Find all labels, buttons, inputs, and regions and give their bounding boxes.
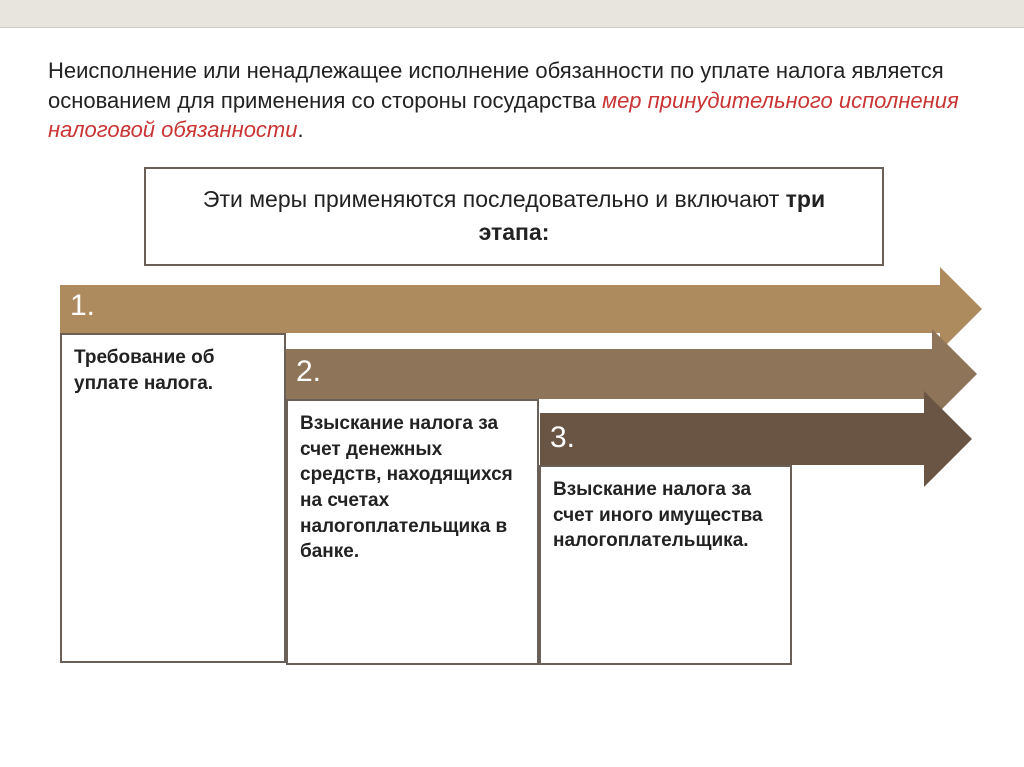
intro-trailing: . — [298, 117, 304, 142]
decorative-top-bar — [0, 0, 1024, 28]
summary-text: Эти меры применяются последовательно и в… — [203, 186, 786, 212]
summary-box: Эти меры применяются последовательно и в… — [144, 167, 884, 266]
step-box-2: Взыскание налога за счет денежных средст… — [286, 399, 539, 665]
step-number-1: 1. — [70, 289, 95, 323]
step-box-3: Взыскание налога за счет иного имущества… — [539, 465, 792, 665]
step-text-3: Взыскание налога за счет иного имущества… — [553, 479, 763, 551]
arrow-head-3 — [924, 391, 972, 487]
step-arrow-2: 2. — [286, 349, 932, 399]
step-number-2: 2. — [296, 355, 321, 389]
step-arrow-1: 1. — [60, 285, 940, 333]
intro-paragraph: Неисполнение или ненадлежащее исполнение… — [48, 56, 976, 145]
three-step-diagram: Эти меры применяются последовательно и в… — [48, 167, 976, 707]
step-arrow-3: 3. — [540, 413, 924, 465]
step-number-3: 3. — [550, 421, 575, 455]
step-box-1: Требование об уплате налога. — [60, 333, 286, 663]
step-text-2: Взыскание налога за счет денежных средст… — [300, 413, 513, 562]
slide-content: Неисполнение или ненадлежащее исполнение… — [0, 28, 1024, 735]
step-text-1: Требование об уплате налога. — [74, 347, 215, 394]
